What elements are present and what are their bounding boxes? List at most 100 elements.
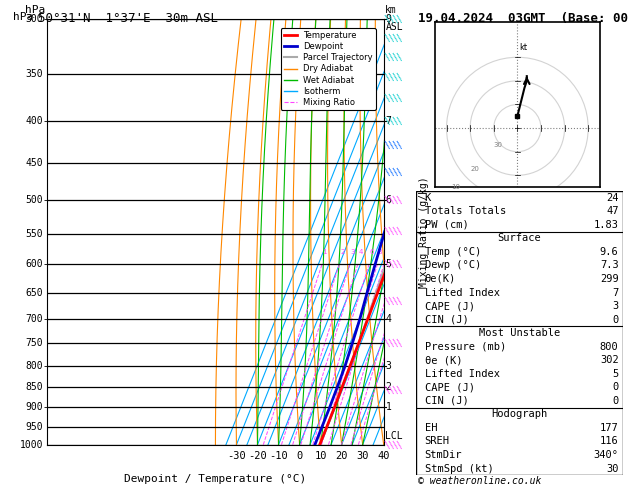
Text: 340°: 340° (594, 450, 618, 460)
Text: /: / (384, 297, 393, 306)
Text: Lifted Index: Lifted Index (425, 369, 499, 379)
Text: -30: -30 (227, 451, 246, 461)
Text: 600: 600 (26, 259, 43, 269)
Text: Lifted Index: Lifted Index (425, 288, 499, 297)
Text: /: / (392, 52, 401, 61)
Text: /: / (388, 15, 397, 24)
Text: 8: 8 (378, 249, 382, 255)
Text: 6: 6 (386, 195, 391, 205)
Text: /: / (392, 440, 401, 450)
Text: 450: 450 (26, 157, 43, 168)
Text: 0: 0 (613, 396, 618, 406)
Text: 1: 1 (386, 402, 391, 413)
Text: Surface: Surface (498, 233, 542, 243)
Text: 9.6: 9.6 (600, 247, 618, 257)
Text: 40: 40 (377, 451, 390, 461)
Text: 400: 400 (26, 116, 43, 126)
Text: 7: 7 (386, 116, 391, 126)
Text: 800: 800 (26, 361, 43, 371)
Text: /: / (396, 260, 404, 269)
Text: 5: 5 (613, 369, 618, 379)
Text: /: / (392, 195, 401, 205)
Text: /: / (396, 33, 404, 42)
Text: /: / (388, 226, 397, 235)
Text: /: / (388, 167, 397, 176)
Text: 30: 30 (357, 451, 369, 461)
Text: 550: 550 (26, 228, 43, 239)
Text: 500: 500 (26, 195, 43, 205)
Text: /: / (396, 338, 404, 348)
Text: /: / (388, 440, 397, 450)
Text: /: / (396, 297, 404, 306)
Text: /: / (392, 260, 401, 269)
Text: 19.04.2024  03GMT  (Base: 00): 19.04.2024 03GMT (Base: 00) (418, 12, 629, 25)
Text: K: K (425, 193, 431, 203)
Text: 750: 750 (26, 338, 43, 348)
Text: 30: 30 (494, 142, 503, 148)
Text: /: / (392, 385, 401, 395)
Text: 2: 2 (386, 382, 391, 392)
Text: /: / (384, 94, 393, 103)
Text: /: / (388, 141, 397, 150)
Text: 0: 0 (296, 451, 303, 461)
Text: /: / (384, 440, 393, 450)
Text: 30: 30 (606, 464, 618, 473)
Text: LCL: LCL (386, 431, 403, 441)
Text: 700: 700 (26, 313, 43, 324)
Text: hPa: hPa (25, 5, 45, 15)
Text: /: / (396, 15, 404, 24)
Text: 4: 4 (359, 249, 363, 255)
Text: /: / (392, 338, 401, 348)
Text: 1: 1 (323, 249, 327, 255)
Text: /: / (384, 141, 393, 150)
Text: /: / (396, 141, 404, 150)
Text: kt: kt (520, 43, 528, 52)
Text: /: / (396, 385, 404, 395)
Text: /: / (388, 338, 397, 348)
Text: /: / (388, 260, 397, 269)
Text: /: / (392, 297, 401, 306)
Text: 302: 302 (600, 355, 618, 365)
Text: 350: 350 (26, 69, 43, 79)
Text: /: / (384, 116, 393, 126)
Text: 24: 24 (606, 193, 618, 203)
Text: 9: 9 (386, 15, 391, 24)
Text: /: / (384, 33, 393, 42)
Text: Most Unstable: Most Unstable (479, 328, 560, 338)
Text: 47: 47 (606, 206, 618, 216)
Text: /: / (396, 94, 404, 103)
Text: θe(K): θe(K) (425, 274, 456, 284)
Text: /: / (396, 72, 404, 82)
Text: 20: 20 (335, 451, 348, 461)
Text: /: / (396, 52, 404, 61)
Text: PW (cm): PW (cm) (425, 220, 469, 230)
Text: hPa: hPa (13, 12, 33, 22)
Text: /: / (384, 72, 393, 82)
Text: /: / (384, 226, 393, 235)
Text: /: / (384, 338, 393, 348)
Text: 950: 950 (26, 421, 43, 432)
Text: /: / (392, 167, 401, 176)
Text: 7.3: 7.3 (600, 260, 618, 271)
Text: Pressure (mb): Pressure (mb) (425, 342, 506, 352)
Text: θe (K): θe (K) (425, 355, 462, 365)
Text: /: / (392, 33, 401, 42)
Text: /: / (392, 226, 401, 235)
Text: Mixing Ratio (g/kg): Mixing Ratio (g/kg) (419, 176, 429, 288)
Text: /: / (388, 94, 397, 103)
Text: /: / (392, 116, 401, 126)
Text: /: / (384, 260, 393, 269)
Legend: Temperature, Dewpoint, Parcel Trajectory, Dry Adiabat, Wet Adiabat, Isotherm, Mi: Temperature, Dewpoint, Parcel Trajectory… (281, 28, 376, 110)
Text: CIN (J): CIN (J) (425, 396, 469, 406)
Text: © weatheronline.co.uk: © weatheronline.co.uk (418, 476, 542, 486)
Text: /: / (392, 141, 401, 150)
Text: /: / (396, 195, 404, 205)
Text: 50°31'N  1°37'E  30m ASL: 50°31'N 1°37'E 30m ASL (38, 12, 218, 25)
Text: Dewp (°C): Dewp (°C) (425, 260, 481, 271)
Text: CAPE (J): CAPE (J) (425, 382, 475, 392)
Text: /: / (384, 52, 393, 61)
Text: 20: 20 (470, 166, 479, 172)
Text: /: / (384, 167, 393, 176)
Text: /: / (388, 33, 397, 42)
Text: ASL: ASL (386, 22, 403, 32)
